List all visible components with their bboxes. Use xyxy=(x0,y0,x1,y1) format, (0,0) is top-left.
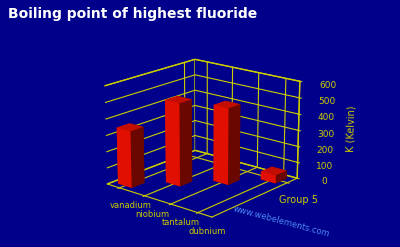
Text: www.webelements.com: www.webelements.com xyxy=(232,205,331,239)
Text: Boiling point of highest fluoride: Boiling point of highest fluoride xyxy=(8,7,257,21)
